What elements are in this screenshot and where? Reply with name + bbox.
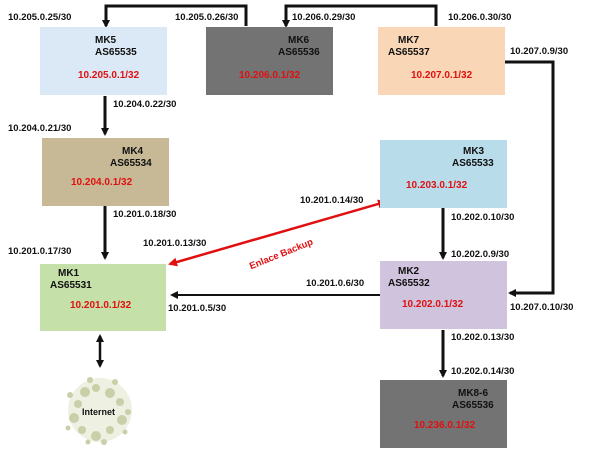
node-ip: 10.236.0.1/32 (414, 420, 476, 431)
link-label: 10.202.0.10/30 (451, 212, 515, 223)
link-label: 10.207.0.9/30 (510, 46, 569, 57)
link-label: 10.202.0.13/30 (451, 332, 515, 343)
node-mk4: MK4 AS65534 10.204.0.1/32 (42, 138, 169, 206)
node-ip: 10.206.0.1/32 (239, 70, 301, 81)
link-label: 10.201.0.13/30 (143, 238, 207, 249)
node-mk6: MK6 AS65536 10.206.0.1/32 (206, 27, 333, 95)
link-label: 10.201.0.5/30 (168, 303, 227, 314)
node-ip: 10.207.0.1/32 (411, 70, 473, 81)
node-name: MK1 (58, 268, 80, 279)
link-mk7-mk6 (282, 4, 438, 28)
node-mk2: MK2 AS65532 10.202.0.1/32 (380, 261, 507, 329)
node-as: AS65536 (278, 47, 320, 58)
node-ip: 10.204.0.1/32 (71, 177, 133, 188)
node-mk3: MK3 AS65533 10.203.0.1/32 (380, 140, 507, 208)
node-name: MK4 (122, 146, 144, 157)
node-ip: 10.201.0.1/32 (70, 300, 132, 311)
node-as: AS65531 (50, 280, 92, 291)
link-label: 10.201.0.14/30 (300, 195, 364, 206)
node-ip: 10.205.0.1/32 (78, 70, 140, 81)
link-label: 10.202.0.9/30 (451, 249, 510, 260)
link-label: 10.201.0.17/30 (8, 246, 72, 257)
link-label: 10.201.0.18/30 (113, 209, 177, 220)
internet-label: Internet (82, 407, 116, 417)
link-label: 10.205.0.26/30 (175, 12, 239, 23)
link-label: 10.202.0.14/30 (451, 366, 515, 377)
node-as: AS65534 (110, 158, 152, 169)
node-name: MK2 (398, 266, 420, 277)
node-ip: 10.202.0.1/32 (402, 299, 464, 310)
node-ip: 10.203.0.1/32 (406, 180, 468, 191)
node-mk5: MK5 AS65535 10.205.0.1/32 (40, 27, 167, 95)
link-label: 10.201.0.6/30 (306, 278, 365, 289)
link-label: 10.206.0.30/30 (448, 12, 512, 23)
node-as: AS65537 (388, 47, 430, 58)
internet-globe-icon (65, 377, 132, 445)
node-name: MK5 (95, 35, 117, 46)
link-label: 10.206.0.29/30 (292, 12, 356, 23)
node-mk8-6: MK8-6 AS65536 10.236.0.1/32 (380, 380, 507, 448)
node-mk1: MK1 AS65531 10.201.0.1/32 (40, 264, 166, 331)
node-as: AS65533 (452, 158, 494, 169)
node-name: MK6 (288, 35, 310, 46)
link-label: 10.205.0.25/30 (8, 12, 72, 23)
node-mk7: MK7 AS65537 10.207.0.1/32 (378, 27, 505, 95)
link-mk7-mk2 (504, 60, 555, 297)
node-as: AS65532 (388, 278, 430, 289)
node-name: MK3 (463, 146, 485, 157)
node-as: AS65536 (452, 400, 494, 411)
node-as: AS65535 (95, 47, 137, 58)
backup-link-line (168, 199, 387, 267)
link-label: 10.207.0.10/30 (510, 302, 574, 313)
link-label: 10.204.0.21/30 (8, 123, 72, 134)
link-label: 10.204.0.22/30 (113, 99, 177, 110)
node-name: MK7 (398, 35, 420, 46)
link-mk6-mk5 (102, 4, 248, 28)
node-name: MK8-6 (458, 388, 489, 399)
